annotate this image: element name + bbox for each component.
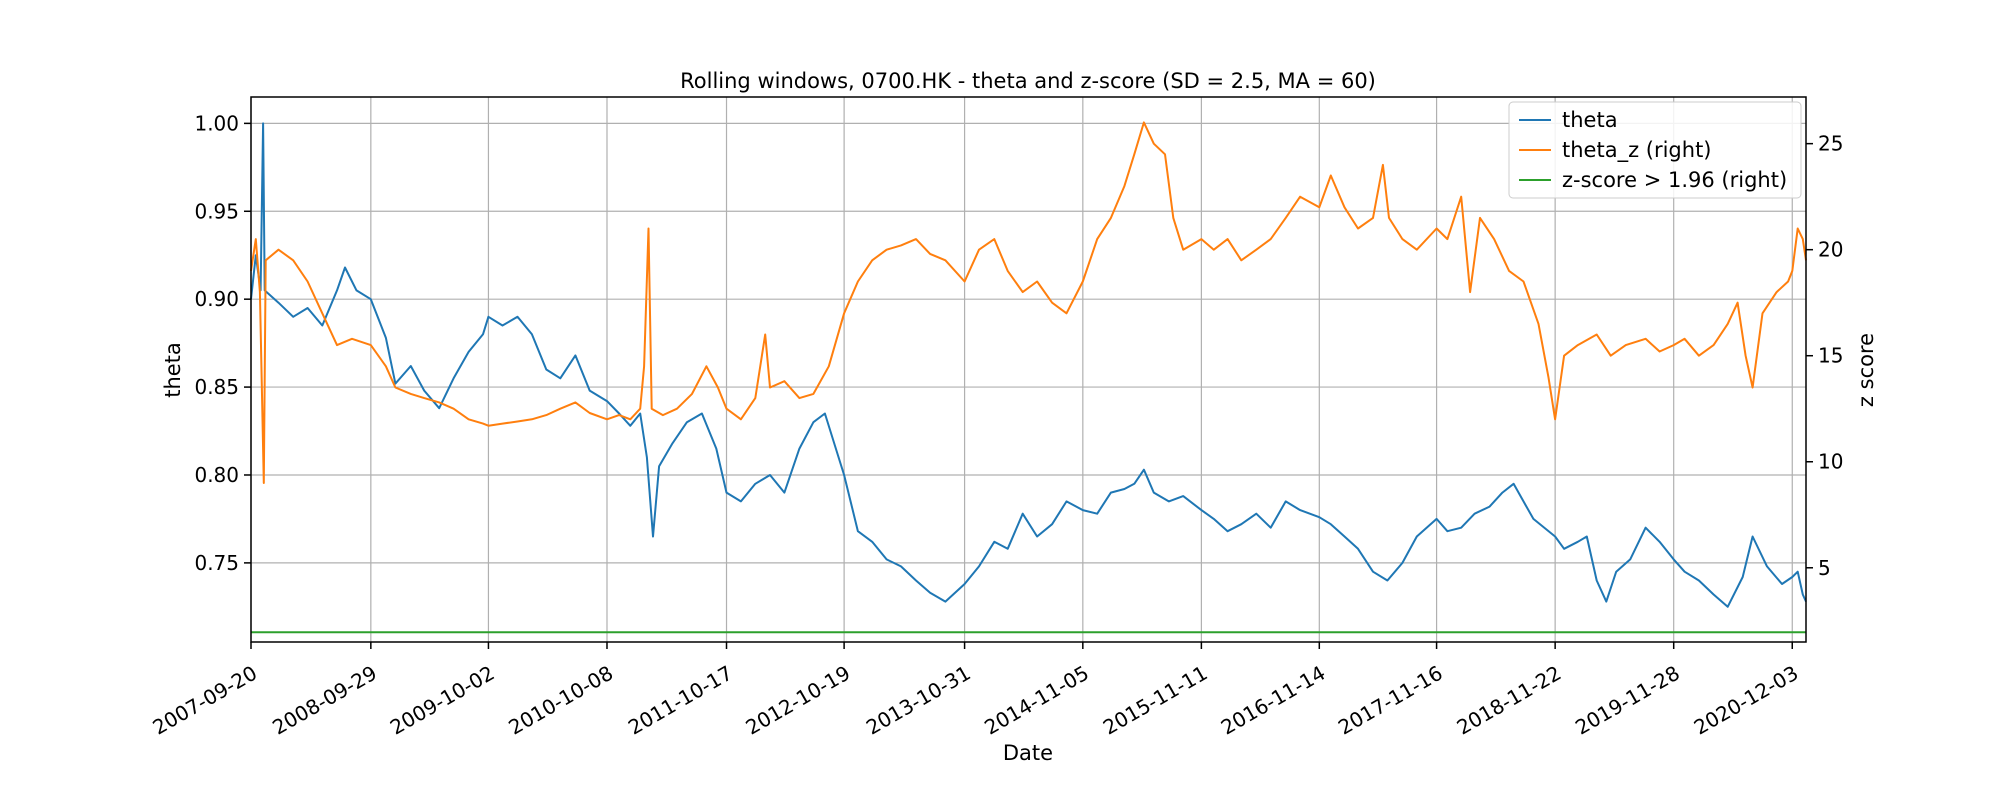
x-tick-label: 2012-10-19 — [742, 661, 855, 740]
x-tick-label: 2008-09-29 — [268, 661, 381, 740]
x-tick-label: 2018-11-22 — [1453, 661, 1566, 740]
x-tick-label: 2017-11-16 — [1334, 661, 1447, 740]
y2-tick-label: 15 — [1818, 344, 1843, 368]
x-tick-label: 2015-11-11 — [1099, 661, 1212, 740]
plot-frame — [250, 96, 1807, 643]
legend-label: z-score > 1.96 (right) — [1562, 168, 1787, 192]
y-axis-ticks: 0.75 0.80 0.85 0.90 0.95 1.00 — [194, 111, 251, 575]
x-tick-label: 2011-10-17 — [624, 661, 737, 740]
x-tick-label: 2013-10-31 — [862, 661, 975, 740]
x-tick-label: 2014-11-05 — [980, 661, 1093, 740]
legend-label: theta — [1562, 108, 1618, 132]
legend-label: theta_z (right) — [1562, 138, 1712, 163]
x-tick-label: 2016-11-14 — [1217, 661, 1330, 740]
y-tick-label: 1.00 — [194, 111, 239, 135]
series-line-1 — [250, 121, 1807, 484]
y2-tick-label: 10 — [1818, 450, 1843, 474]
chart-title: Rolling windows, 0700.HK - theta and z-s… — [680, 69, 1376, 93]
y2-axis-title: z score — [1854, 333, 1878, 407]
y-tick-label: 0.85 — [194, 375, 239, 399]
x-axis-title: Date — [1003, 741, 1053, 765]
y-axis-title: theta — [161, 342, 185, 398]
y-tick-label: 0.80 — [194, 463, 239, 487]
legend: theta theta_z (right) z-score > 1.96 (righ… — [1508, 101, 1802, 199]
y2-tick-label: 25 — [1818, 132, 1843, 156]
y-tick-label: 0.90 — [194, 287, 239, 311]
y-tick-label: 0.95 — [194, 199, 239, 223]
y-tick-label: 0.75 — [194, 551, 239, 575]
x-tick-label: 2009-10-02 — [386, 661, 499, 740]
y2-axis-ticks: 5 10 15 20 25 — [1806, 132, 1843, 580]
legend-box — [1508, 101, 1802, 199]
y2-tick-label: 20 — [1818, 238, 1843, 262]
series-line-0 — [250, 122, 1807, 608]
x-tick-label: 2010-10-08 — [504, 661, 617, 740]
series-layer — [250, 121, 1807, 634]
y2-tick-label: 5 — [1818, 556, 1831, 580]
x-tick-label: 2019-11-28 — [1571, 661, 1684, 740]
x-axis-ticks: 2007-09-20 2008-09-29 2009-10-02 2010-10-08… — [148, 642, 1802, 740]
x-tick-label: 2007-09-20 — [148, 661, 261, 740]
x-tick-label: 2020-12-03 — [1690, 661, 1803, 740]
